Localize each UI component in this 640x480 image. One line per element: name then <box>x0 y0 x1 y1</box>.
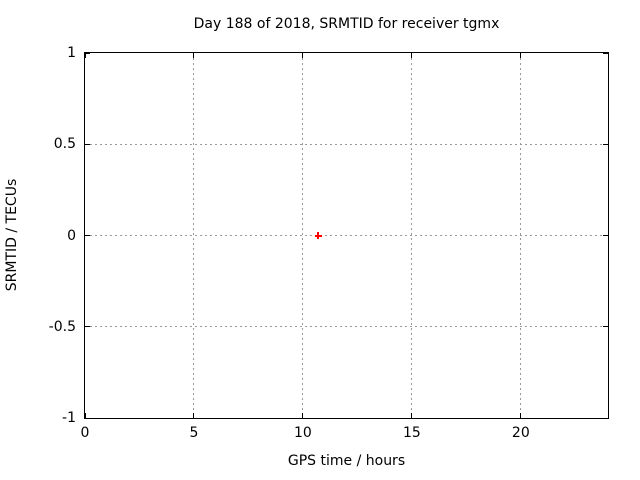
plot-area <box>84 52 609 419</box>
y-tick-label: 0.5 <box>53 136 76 153</box>
tick-mark <box>603 143 608 145</box>
x-tick-label: 0 <box>80 425 90 441</box>
x-tick-label: 5 <box>189 425 199 441</box>
y-tick-label: -1 <box>62 410 76 426</box>
tick-mark <box>85 417 90 419</box>
tick-mark <box>603 52 608 54</box>
tick-mark <box>85 326 90 328</box>
tick-mark <box>603 417 608 419</box>
y-tick-label: -0.5 <box>48 318 76 335</box>
tick-mark <box>302 413 304 418</box>
y-tick-label: 1 <box>67 45 76 61</box>
tick-mark <box>603 235 608 236</box>
data-point-marker <box>314 232 322 239</box>
tick-mark <box>520 413 522 418</box>
gridline-horizontal <box>85 326 608 328</box>
gridline-horizontal <box>85 235 608 236</box>
tick-mark <box>411 53 413 58</box>
tick-mark <box>84 53 86 58</box>
gridline-horizontal <box>85 143 608 145</box>
x-tick-label: 10 <box>293 425 312 441</box>
x-tick-label: 15 <box>402 425 421 441</box>
tick-mark <box>85 235 90 236</box>
tick-mark <box>520 53 522 58</box>
tick-mark <box>193 53 195 58</box>
tick-mark <box>411 413 413 418</box>
y-tick-label: 0 <box>67 227 76 244</box>
tick-mark <box>85 52 90 54</box>
tick-mark <box>193 413 195 418</box>
x-axis-label: GPS time / hours <box>287 453 406 469</box>
tick-mark <box>85 143 90 145</box>
tick-mark <box>603 326 608 328</box>
marker-bar <box>317 232 320 239</box>
chart-title: Day 188 of 2018, SRMTID for receiver tgm… <box>193 16 500 32</box>
tick-mark <box>302 53 304 58</box>
tick-mark <box>84 413 86 418</box>
x-tick-label: 20 <box>511 425 530 441</box>
